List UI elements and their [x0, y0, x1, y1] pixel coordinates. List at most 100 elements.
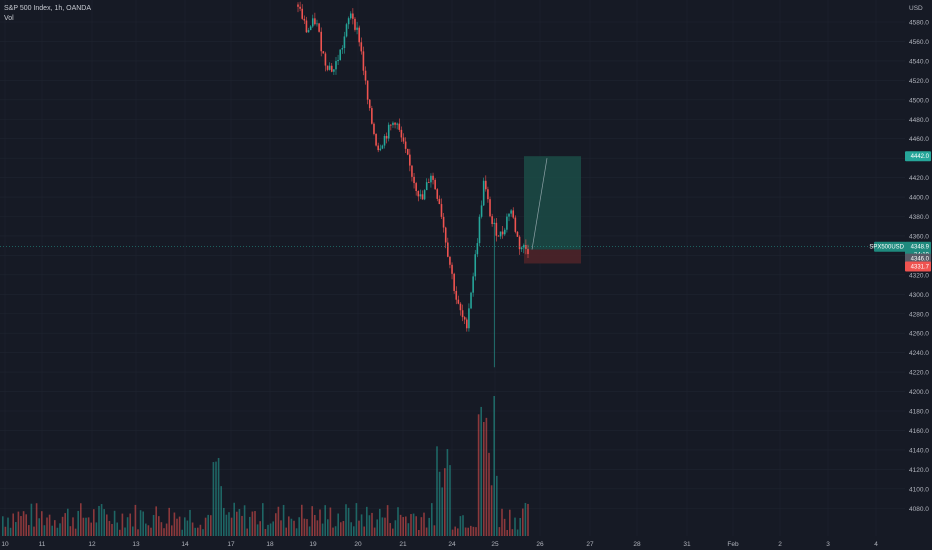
volume-bar	[477, 414, 480, 536]
volume-bar	[280, 520, 282, 536]
time-tick-label: Feb	[727, 541, 739, 548]
volume-bar	[399, 514, 402, 536]
volume-bar	[124, 527, 126, 536]
volume-bar	[301, 504, 303, 536]
candle-body	[423, 190, 426, 200]
candle-body	[421, 194, 424, 200]
time-tick-label: 4	[874, 541, 878, 548]
volume-bar	[184, 517, 186, 536]
candle-body	[476, 243, 479, 255]
volume-bar	[436, 446, 438, 536]
candle-body	[379, 148, 382, 151]
price-tick-label: 4100.0	[909, 486, 929, 493]
volume-bar	[262, 503, 264, 536]
candle-body	[311, 18, 314, 27]
candle-body	[322, 51, 325, 54]
candle-body	[415, 183, 417, 192]
volume-bar	[285, 527, 287, 536]
volume-bar	[321, 523, 324, 536]
volume-bar	[295, 528, 298, 536]
time-axis[interactable]: 10 11 12 13 14 17 18 19 20 21 24 25 26 27 28 31 Feb 2 3 4	[1, 541, 878, 548]
volume-bar	[392, 528, 394, 536]
volume-bar	[197, 527, 199, 536]
long-position-tool[interactable]	[524, 156, 581, 264]
volume-bar	[379, 508, 381, 536]
volume-bar	[423, 512, 425, 536]
stop-loss-tag-bg	[905, 261, 931, 272]
price-tick-label: 4480.0	[909, 117, 929, 124]
volume-bar	[340, 522, 342, 536]
candle-body	[339, 49, 342, 60]
volume-bar	[496, 475, 498, 536]
candle-body	[417, 191, 420, 197]
time-tick-label: 12	[88, 541, 96, 548]
volume-bar	[256, 524, 259, 536]
candle-body	[472, 276, 474, 293]
volume-bar	[298, 517, 300, 536]
candle-body	[491, 216, 493, 224]
volume-bar	[236, 511, 238, 536]
candle-body	[503, 229, 506, 235]
volume-bar	[69, 526, 72, 536]
candle-body	[489, 199, 491, 217]
volume-bar	[454, 526, 456, 536]
volume-bar	[93, 509, 95, 536]
candle-body	[510, 210, 512, 214]
candle-body	[493, 222, 496, 224]
volume-bar	[22, 511, 25, 536]
price-tick-label: 4200.0	[909, 389, 929, 396]
volume-bar	[386, 505, 389, 536]
volume-bar	[204, 517, 207, 536]
volume-bar	[134, 504, 137, 536]
volume-bar	[25, 514, 27, 536]
candle-body	[406, 148, 409, 155]
take-profit-tag-text: 4442.0	[911, 154, 930, 160]
volume-bar	[402, 517, 404, 536]
volume-bar	[480, 406, 482, 536]
volume-bar	[332, 527, 334, 536]
volume-bar	[64, 513, 66, 536]
volume-bar	[272, 521, 274, 536]
volume-bar	[165, 523, 168, 536]
volume-bar	[100, 504, 103, 536]
candle-body	[514, 217, 517, 232]
volume-bar	[212, 462, 215, 536]
volume-bar	[38, 518, 40, 536]
candle-body	[364, 70, 367, 81]
price-tick-label: 4140.0	[909, 447, 929, 454]
volume-bar	[428, 517, 430, 536]
volume-bar	[178, 516, 181, 536]
volume-bar	[41, 511, 43, 536]
volume-bar	[303, 518, 306, 536]
volume-bar	[389, 523, 391, 536]
volume-bar	[449, 465, 451, 536]
chart-header: S&P 500 Index, 1h, OANDA Vol	[4, 4, 91, 24]
symbol-title[interactable]: S&P 500 Index, 1h, OANDA	[4, 5, 92, 12]
loss-zone[interactable]	[524, 249, 581, 264]
volume-bar	[106, 514, 108, 536]
volume-bar	[210, 515, 212, 536]
volume-bar	[503, 518, 506, 536]
entry-tag-text: 4346.0	[911, 257, 930, 263]
volume-bar	[381, 517, 384, 536]
volume-bar	[228, 512, 230, 536]
volume-bar	[514, 517, 516, 536]
candle-body	[474, 254, 477, 277]
candle-body	[396, 123, 398, 125]
volume-bar	[366, 506, 368, 536]
volume-bar	[345, 504, 347, 536]
profit-zone[interactable]	[524, 156, 581, 250]
volume-bars	[2, 396, 529, 536]
volume-bar	[524, 502, 527, 536]
volume-bar	[522, 508, 524, 536]
volume-bar	[444, 468, 446, 536]
time-tick-label: 2	[778, 541, 782, 548]
volume-bar	[199, 524, 202, 536]
volume-bar	[355, 503, 358, 536]
symbol-tag-bg	[874, 241, 906, 252]
symbol-tag: SPX500USD	[869, 241, 906, 252]
volume-bar	[527, 503, 529, 536]
volume-bar	[353, 526, 355, 536]
volume-bar	[15, 522, 17, 536]
